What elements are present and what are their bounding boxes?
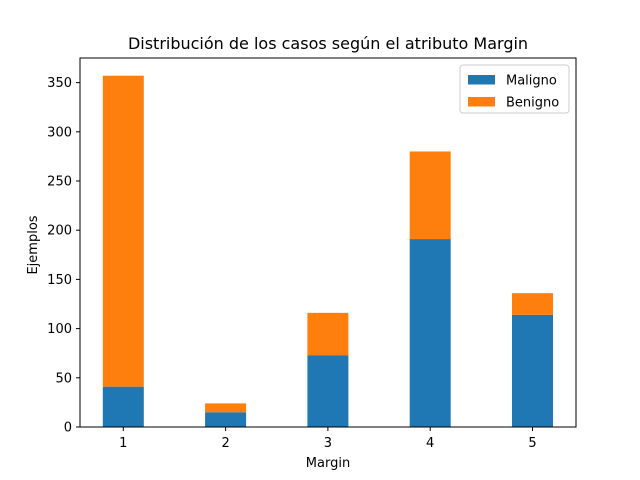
y-axis: 0 50 100 150 200 250 300 350 bbox=[47, 76, 80, 436]
y-axis-label: Ejemplos bbox=[26, 215, 41, 274]
y-tick-label-100: 100 bbox=[47, 322, 72, 337]
bar-maligno-4 bbox=[409, 239, 451, 427]
bars-group bbox=[102, 75, 553, 427]
legend-swatch-maligno bbox=[468, 75, 495, 85]
y-tick-label-200: 200 bbox=[47, 224, 72, 239]
x-tick-label-1: 1 bbox=[119, 436, 127, 451]
y-tick-label-50: 50 bbox=[55, 371, 72, 386]
y-tick-label-150: 150 bbox=[47, 273, 72, 288]
legend: Maligno Benigno bbox=[459, 64, 570, 114]
bar-maligno-5 bbox=[512, 314, 553, 427]
legend-swatch-benigno bbox=[468, 97, 495, 107]
x-tick-label-3: 3 bbox=[324, 436, 332, 451]
bar-benigno-4 bbox=[409, 151, 451, 240]
legend-label-maligno: Maligno bbox=[506, 74, 557, 89]
bar-benigno-1 bbox=[102, 75, 144, 387]
x-axis-label: Margin bbox=[306, 456, 350, 471]
bar-maligno-2 bbox=[205, 412, 247, 427]
y-tick-label-350: 350 bbox=[47, 76, 72, 91]
x-tick-label-2: 2 bbox=[221, 436, 229, 451]
y-tick-label-300: 300 bbox=[47, 125, 72, 140]
bar-maligno-1 bbox=[102, 386, 144, 427]
y-tick-label-250: 250 bbox=[47, 175, 72, 190]
x-tick-label-4: 4 bbox=[426, 436, 434, 451]
x-tick-label-5: 5 bbox=[528, 436, 536, 451]
bar-benigno-2 bbox=[205, 403, 247, 413]
x-axis: 1 2 3 4 5 bbox=[119, 427, 537, 451]
y-tick-label-0: 0 bbox=[64, 421, 72, 436]
chart-title: Distribución de los casos según el atrib… bbox=[128, 34, 528, 53]
bar-maligno-3 bbox=[307, 355, 349, 427]
legend-label-benigno: Benigno bbox=[506, 96, 559, 111]
plot-frame bbox=[79, 57, 577, 428]
bar-benigno-5 bbox=[512, 293, 553, 315]
bar-benigno-3 bbox=[307, 312, 349, 356]
